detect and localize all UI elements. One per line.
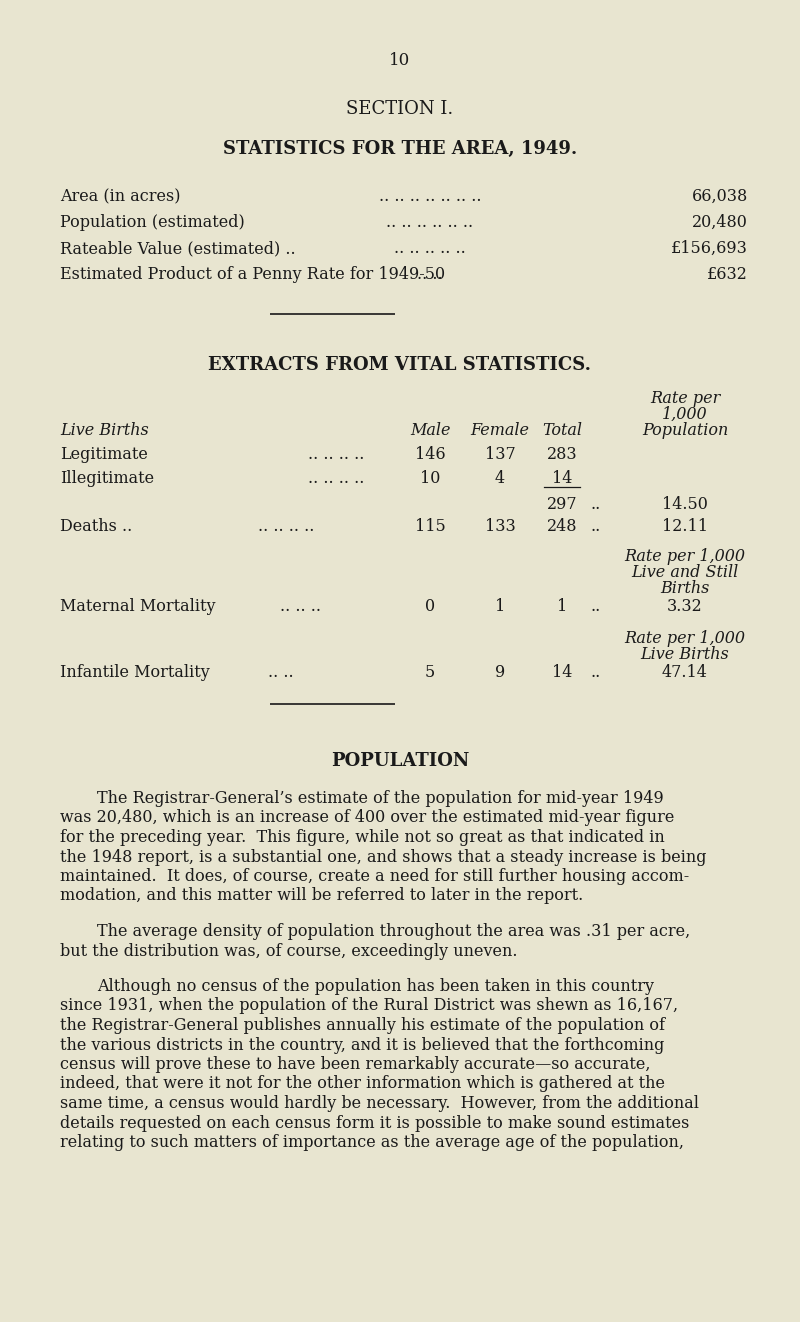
Text: £632: £632 <box>707 266 748 283</box>
Text: relating to such matters of importance as the average age of the population,: relating to such matters of importance a… <box>60 1134 684 1151</box>
Text: maintained.  It does, of course, create a need for still further housing accom-: maintained. It does, of course, create a… <box>60 869 690 884</box>
Text: STATISTICS FOR THE AREA, 1949.: STATISTICS FOR THE AREA, 1949. <box>223 140 577 159</box>
Text: 283: 283 <box>546 446 578 463</box>
Text: the various districts in the country, aɴd it is believed that the forthcoming: the various districts in the country, aɴ… <box>60 1036 664 1054</box>
Text: the 1948 report, is a substantial one, and shows that a steady increase is being: the 1948 report, is a substantial one, a… <box>60 849 706 866</box>
Text: ..: .. <box>590 496 600 513</box>
Text: Rate per 1,000: Rate per 1,000 <box>625 549 746 564</box>
Text: 14.50: 14.50 <box>662 496 708 513</box>
Text: Rateable Value (estimated) ..: Rateable Value (estimated) .. <box>60 241 296 256</box>
Text: Population (estimated): Population (estimated) <box>60 214 245 231</box>
Text: 20,480: 20,480 <box>692 214 748 231</box>
Text: Population: Population <box>642 422 728 439</box>
Text: 115: 115 <box>414 518 446 535</box>
Text: 297: 297 <box>546 496 578 513</box>
Text: 14: 14 <box>552 471 572 486</box>
Text: same time, a census would hardly be necessary.  However, from the additional: same time, a census would hardly be nece… <box>60 1095 699 1112</box>
Text: Rate per: Rate per <box>650 390 720 407</box>
Text: Births: Births <box>660 580 710 598</box>
Text: 5: 5 <box>425 664 435 681</box>
Text: 248: 248 <box>546 518 578 535</box>
Text: 14: 14 <box>552 664 572 681</box>
Text: .. .. .. ..: .. .. .. .. <box>308 471 364 486</box>
Text: modation, and this matter will be referred to later in the report.: modation, and this matter will be referr… <box>60 887 583 904</box>
Text: Male: Male <box>410 422 450 439</box>
Text: 137: 137 <box>485 446 515 463</box>
Text: 9: 9 <box>495 664 505 681</box>
Text: .. .. .. ..: .. .. .. .. <box>258 518 314 535</box>
Text: .. ..: .. .. <box>268 664 294 681</box>
Text: The average density of population throughout the area was .31 per acre,: The average density of population throug… <box>97 923 690 940</box>
Text: Maternal Mortality: Maternal Mortality <box>60 598 215 615</box>
Text: POPULATION: POPULATION <box>331 752 469 769</box>
Text: Infantile Mortality: Infantile Mortality <box>60 664 210 681</box>
Text: 4: 4 <box>495 471 505 486</box>
Text: £156,693: £156,693 <box>671 241 748 256</box>
Text: Area (in acres): Area (in acres) <box>60 188 181 205</box>
Text: 146: 146 <box>414 446 446 463</box>
Text: The Registrar-General’s estimate of the population for mid-year 1949: The Registrar-General’s estimate of the … <box>97 791 664 806</box>
Text: 10: 10 <box>420 471 440 486</box>
Text: 66,038: 66,038 <box>692 188 748 205</box>
Text: .. ..: .. .. <box>417 266 443 283</box>
Text: 1: 1 <box>557 598 567 615</box>
Text: details requested on each census form it is possible to make sound estimates: details requested on each census form it… <box>60 1114 690 1132</box>
Text: .. .. .. ..: .. .. .. .. <box>308 446 364 463</box>
Text: .. .. ..: .. .. .. <box>280 598 321 615</box>
Text: .. .. .. .. .. .. ..: .. .. .. .. .. .. .. <box>378 188 482 205</box>
Text: Deaths ..: Deaths .. <box>60 518 132 535</box>
Text: Estimated Product of a Penny Rate for 1949-50: Estimated Product of a Penny Rate for 19… <box>60 266 445 283</box>
Text: Live Births: Live Births <box>641 646 730 664</box>
Text: since 1931, when the population of the Rural District was shewn as 16,167,: since 1931, when the population of the R… <box>60 998 678 1014</box>
Text: ..: .. <box>590 664 600 681</box>
Text: indeed, that were it not for the other information which is gathered at the: indeed, that were it not for the other i… <box>60 1076 665 1092</box>
Text: census will prove these to have been remarkably accurate—so accurate,: census will prove these to have been rem… <box>60 1056 650 1073</box>
Text: ..: .. <box>590 598 600 615</box>
Text: Illegitimate: Illegitimate <box>60 471 154 486</box>
Text: .. .. .. .. .. ..: .. .. .. .. .. .. <box>386 214 474 231</box>
Text: Live Births: Live Births <box>60 422 149 439</box>
Text: the Registrar-General publishes annually his estimate of the population of: the Registrar-General publishes annually… <box>60 1017 665 1034</box>
Text: 1: 1 <box>495 598 505 615</box>
Text: Female: Female <box>470 422 530 439</box>
Text: Live and Still: Live and Still <box>631 564 738 580</box>
Text: EXTRACTS FROM VITAL STATISTICS.: EXTRACTS FROM VITAL STATISTICS. <box>209 356 591 374</box>
Text: Rate per 1,000: Rate per 1,000 <box>625 631 746 646</box>
Text: 0: 0 <box>425 598 435 615</box>
Text: but the distribution was, of course, exceedingly uneven.: but the distribution was, of course, exc… <box>60 943 518 960</box>
Text: Legitimate: Legitimate <box>60 446 148 463</box>
Text: SECTION I.: SECTION I. <box>346 100 454 118</box>
Text: 133: 133 <box>485 518 515 535</box>
Text: was 20,480, which is an increase of 400 over the estimated mid-year figure: was 20,480, which is an increase of 400 … <box>60 809 674 826</box>
Text: 12.11: 12.11 <box>662 518 708 535</box>
Text: 47.14: 47.14 <box>662 664 708 681</box>
Text: Although no census of the population has been taken in this country: Although no census of the population has… <box>97 978 654 995</box>
Text: 1,000: 1,000 <box>662 406 708 423</box>
Text: 3.32: 3.32 <box>667 598 703 615</box>
Text: for the preceding year.  This figure, while not so great as that indicated in: for the preceding year. This figure, whi… <box>60 829 665 846</box>
Text: ..: .. <box>590 518 600 535</box>
Text: .. .. .. .. ..: .. .. .. .. .. <box>394 241 466 256</box>
Text: 10: 10 <box>390 52 410 69</box>
Text: Total: Total <box>542 422 582 439</box>
